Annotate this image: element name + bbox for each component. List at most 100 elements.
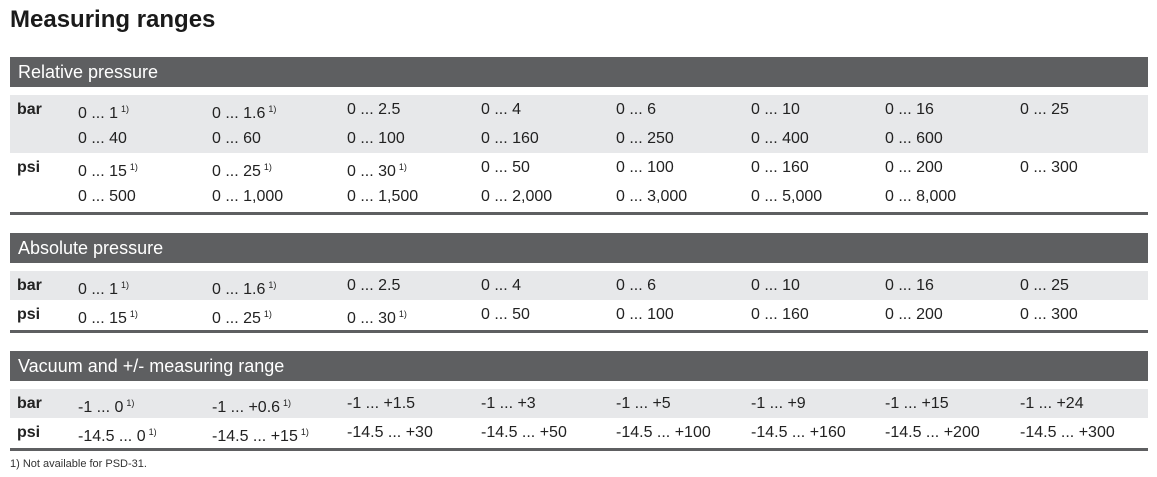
range-cell: 0 ... 1.6 1) xyxy=(212,95,276,128)
footnote-ref: 1) xyxy=(148,427,157,437)
table-row: 0 ... 500 0 ... 1,000 0 ... 1,500 0 ... 2,0… xyxy=(10,182,1148,211)
footnote-ref: 1) xyxy=(121,280,130,290)
range-cell: 0 ... 40 xyxy=(78,130,127,147)
range-cell: 0 ... 16 xyxy=(885,101,934,118)
range-text: -14.5 ... 0 xyxy=(78,428,146,445)
range-cell: 0 ... 1,500 xyxy=(347,188,419,205)
footnote-ref: 1) xyxy=(398,162,407,172)
range-cell: 0 ... 600 xyxy=(885,130,943,147)
range-cell: 0 ... 1 1) xyxy=(78,95,129,128)
range-text: 0 ... 1 xyxy=(78,281,119,298)
range-cell: 0 ... 3,000 xyxy=(616,188,688,205)
range-cell: 0 ... 160 xyxy=(751,159,809,176)
range-text: 0 ... 15 xyxy=(78,310,127,327)
range-cell: -14.5 ... +15 1) xyxy=(212,418,309,451)
range-cell: -14.5 ... +50 xyxy=(481,424,567,441)
footnote-ref: 1) xyxy=(300,427,309,437)
range-cell: 0 ... 16 xyxy=(885,277,934,294)
range-text: -1 ... 0 xyxy=(78,399,124,416)
unit-label: psi xyxy=(17,424,41,441)
range-cell: 0 ... 10 xyxy=(751,101,800,118)
range-cell: -14.5 ... +160 xyxy=(751,424,846,441)
range-cell: 0 ... 25 xyxy=(1020,277,1069,294)
section-header: Absolute pressure xyxy=(10,233,1148,263)
range-cell: 0 ... 60 xyxy=(212,130,261,147)
footnote-ref: 1) xyxy=(126,398,135,408)
range-cell: 0 ... 1,000 xyxy=(212,188,284,205)
range-text: -1 ... +0.6 xyxy=(212,399,281,416)
footnote-ref: 1) xyxy=(263,309,272,319)
range-cell: 0 ... 25 xyxy=(1020,101,1069,118)
table-row: psi -14.5 ... 0 1) -14.5 ... +15 1) -14.5 ...… xyxy=(10,418,1148,447)
range-cell: -14.5 ... +200 xyxy=(885,424,980,441)
range-cell: 0 ... 200 xyxy=(885,159,943,176)
range-cell: 0 ... 10 xyxy=(751,277,800,294)
range-cell: 0 ... 8,000 xyxy=(885,188,957,205)
range-cell: 0 ... 1 1) xyxy=(78,271,129,304)
range-cell: 0 ... 100 xyxy=(616,306,674,323)
range-cell: -1 ... +1.5 xyxy=(347,395,416,412)
range-cell: 0 ... 15 1) xyxy=(78,153,138,186)
range-text: 0 ... 1.6 xyxy=(212,281,266,298)
range-cell: 0 ... 50 xyxy=(481,159,530,176)
table-row: 0 ... 40 0 ... 60 0 ... 100 0 ... 160 0 ... … xyxy=(10,124,1148,153)
range-text: -14.5 ... +15 xyxy=(212,428,298,445)
range-cell: 0 ... 25 1) xyxy=(212,300,272,333)
unit-label: bar xyxy=(17,101,42,118)
range-text: 0 ... 15 xyxy=(78,163,127,180)
range-cell: 0 ... 200 xyxy=(885,306,943,323)
range-cell: 0 ... 300 xyxy=(1020,159,1078,176)
unit-label: psi xyxy=(17,159,41,176)
range-cell: 0 ... 30 1) xyxy=(347,153,407,186)
range-text: 0 ... 30 xyxy=(347,310,396,327)
range-cell: 0 ... 100 xyxy=(347,130,405,147)
range-cell: 0 ... 300 xyxy=(1020,306,1078,323)
range-cell: 0 ... 4 xyxy=(481,101,522,118)
range-text: 0 ... 25 xyxy=(212,163,261,180)
footnote-ref: 1) xyxy=(263,162,272,172)
range-cell: -1 ... +5 xyxy=(616,395,671,412)
range-cell: 0 ... 25 1) xyxy=(212,153,272,186)
footnote-ref: 1) xyxy=(283,398,292,408)
range-cell: 0 ... 160 xyxy=(751,306,809,323)
range-cell: 0 ... 160 xyxy=(481,130,539,147)
unit-label: bar xyxy=(17,395,42,412)
footnote-ref: 1) xyxy=(129,162,138,172)
footnote-ref: 1) xyxy=(268,104,277,114)
section-rule xyxy=(10,212,1148,215)
range-cell: -14.5 ... 0 1) xyxy=(78,418,157,451)
range-cell: -1 ... +15 xyxy=(885,395,949,412)
table-row: bar -1 ... 0 1) -1 ... +0.6 1) -1 ... +1.5 -1 … xyxy=(10,389,1148,418)
footnote-ref: 1) xyxy=(268,280,277,290)
range-text: 0 ... 1.6 xyxy=(212,105,266,122)
range-cell: 0 ... 250 xyxy=(616,130,674,147)
range-cell: 0 ... 4 xyxy=(481,277,522,294)
range-cell: 0 ... 1.6 1) xyxy=(212,271,276,304)
section-header: Vacuum and +/- measuring range xyxy=(10,351,1148,381)
range-cell: 0 ... 100 xyxy=(616,159,674,176)
range-cell: -14.5 ... +300 xyxy=(1020,424,1115,441)
range-cell: -1 ... +9 xyxy=(751,395,806,412)
range-cell: -14.5 ... +100 xyxy=(616,424,711,441)
unit-label: bar xyxy=(17,277,42,294)
footnote-ref: 1) xyxy=(129,309,138,319)
range-text: 0 ... 30 xyxy=(347,163,396,180)
range-cell: 0 ... 6 xyxy=(616,277,657,294)
range-cell: -1 ... 0 1) xyxy=(78,389,134,422)
range-cell: 0 ... 30 1) xyxy=(347,300,407,333)
range-cell: 0 ... 2,000 xyxy=(481,188,553,205)
range-cell: 0 ... 5,000 xyxy=(751,188,823,205)
unit-label: psi xyxy=(17,306,41,323)
footnote: 1) Not available for PSD-31. xyxy=(10,458,147,470)
range-cell: 0 ... 50 xyxy=(481,306,530,323)
range-cell: -14.5 ... +30 xyxy=(347,424,433,441)
table-row: psi 0 ... 15 1) 0 ... 25 1) 0 ... 30 1) 0 ... 5… xyxy=(10,300,1148,329)
page-title: Measuring ranges xyxy=(10,6,216,33)
range-cell: -1 ... +3 xyxy=(481,395,536,412)
range-cell: 0 ... 2.5 xyxy=(347,101,401,118)
footnote-ref: 1) xyxy=(121,104,130,114)
range-cell: 0 ... 6 xyxy=(616,101,657,118)
